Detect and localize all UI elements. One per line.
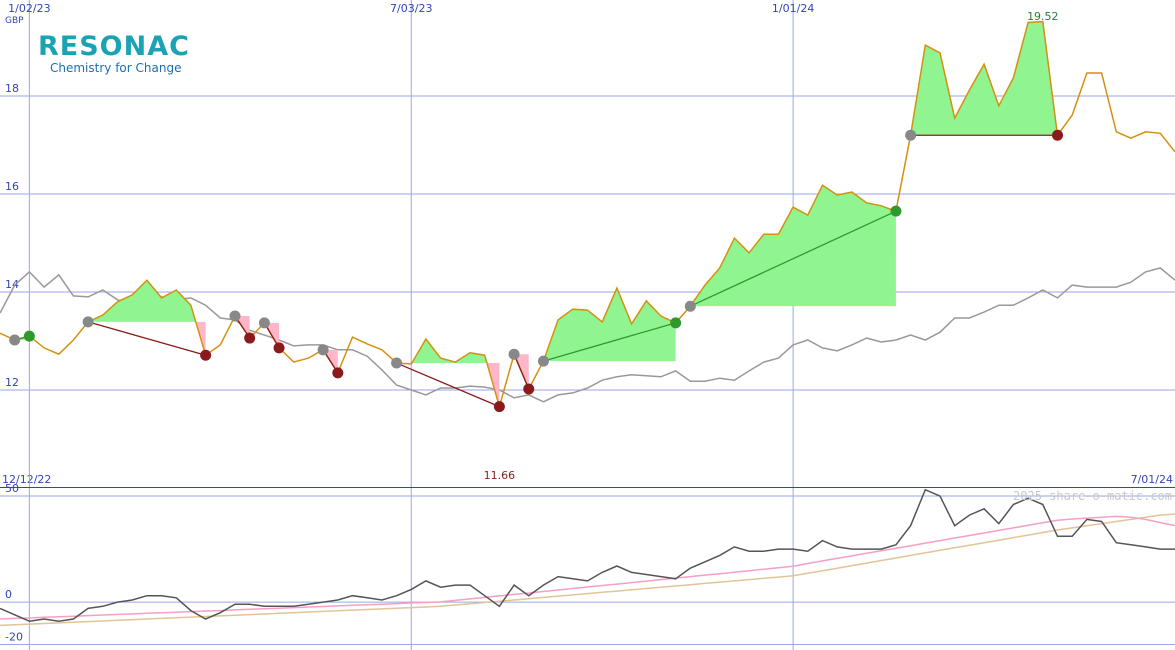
- series-line: [0, 515, 1175, 620]
- gain-area: [543, 288, 676, 362]
- x-tick-label: 12/12/22: [2, 473, 51, 486]
- exit-marker: [670, 317, 682, 329]
- y-tick-label: -20: [5, 630, 23, 643]
- x-tick-label: 7/01/24: [1131, 473, 1173, 486]
- entry-marker: [684, 300, 696, 312]
- trade-line: [87, 321, 206, 356]
- gain-area: [910, 21, 1058, 136]
- exit-marker: [200, 349, 212, 361]
- max-label: 19.52: [1027, 10, 1059, 23]
- entry-marker: [537, 355, 549, 367]
- entry-marker: [508, 348, 520, 360]
- exit-marker: [23, 330, 35, 342]
- exit-marker: [244, 332, 256, 344]
- loss-area: [396, 363, 500, 407]
- y-tick-label: 0: [5, 588, 12, 601]
- x-tick-label: 1/01/24: [772, 2, 814, 15]
- entry-marker: [317, 344, 329, 356]
- entry-marker: [9, 334, 21, 346]
- min-label: 11.66: [484, 469, 516, 482]
- y-tick-label: 12: [5, 376, 19, 389]
- exit-marker: [890, 205, 902, 217]
- gain-area: [396, 339, 500, 364]
- trade-line: [396, 362, 500, 408]
- gain-area: [690, 185, 896, 307]
- y-tick-label: 50: [5, 482, 19, 495]
- y-tick-label: 14: [5, 278, 19, 291]
- trade-line: [690, 210, 897, 307]
- logo-name: RESONAC: [38, 31, 190, 62]
- exit-marker: [332, 367, 344, 379]
- entry-marker: [391, 357, 403, 369]
- series-line: [0, 20, 1175, 410]
- y-axis-label: GBP: [5, 16, 24, 26]
- x-tick-label: 1/02/23: [8, 2, 50, 15]
- exit-marker: [493, 401, 505, 413]
- exit-marker: [523, 383, 535, 395]
- trade-line: [543, 322, 676, 362]
- series-line: [0, 488, 1175, 622]
- trade-line: [513, 353, 530, 390]
- entry-marker: [229, 310, 241, 322]
- exit-marker: [1052, 129, 1063, 141]
- logo-tagline: Chemistry for Change: [50, 61, 181, 75]
- watermark: 2025 share-o-matic.com: [1013, 489, 1172, 503]
- y-tick-label: 18: [5, 82, 19, 95]
- x-tick-label: 7/03/23: [390, 2, 432, 15]
- entry-marker: [258, 317, 270, 329]
- y-tick-label: 16: [5, 180, 19, 193]
- series-line: [0, 267, 1175, 403]
- exit-marker: [273, 342, 285, 354]
- entry-marker: [905, 129, 917, 141]
- series-line: [0, 513, 1175, 627]
- entry-marker: [82, 316, 94, 328]
